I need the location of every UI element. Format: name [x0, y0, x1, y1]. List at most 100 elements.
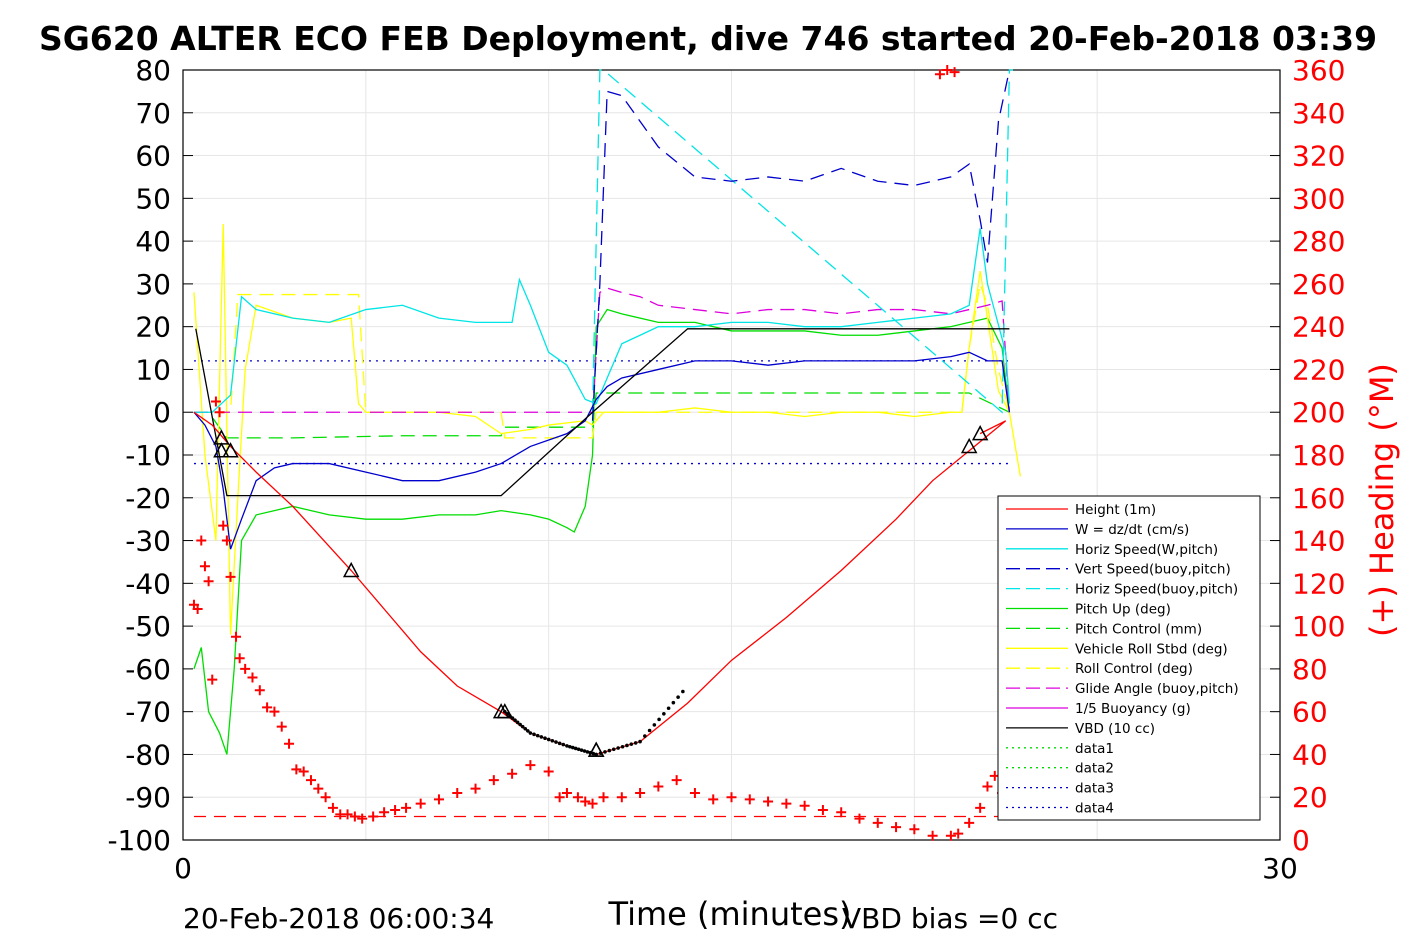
event-marker — [342, 561, 360, 578]
y2-tick-label: 40 — [1292, 738, 1328, 771]
right-axis-ticks: 3603403203002802602402202001801601401201… — [1270, 54, 1345, 857]
heading-marker — [953, 828, 964, 839]
y-tick-label: 40 — [135, 225, 171, 258]
legend-label: Vert Speed(buoy,pitch) — [1075, 562, 1231, 578]
heading-marker — [207, 674, 218, 685]
event-marker — [496, 703, 514, 719]
y2-tick-label: 180 — [1292, 439, 1345, 472]
y2-tick-label: 80 — [1292, 653, 1328, 686]
height-sample-dot — [565, 744, 569, 748]
x-tick-label: 0 — [174, 852, 192, 885]
heading-marker — [225, 571, 236, 582]
heading-marker — [909, 824, 920, 835]
height-sample-dot — [576, 747, 581, 752]
heading-marker — [726, 792, 737, 803]
heading-marker — [284, 738, 295, 749]
y-tick-label: -100 — [107, 824, 171, 857]
legend-label: Glide Angle (buoy,pitch) — [1075, 681, 1239, 697]
height-sample-dot — [591, 751, 596, 756]
height-sample-dot — [671, 700, 676, 705]
event-marker — [587, 741, 605, 757]
y-tick-label: 20 — [135, 311, 171, 344]
height-sample-dot — [616, 746, 620, 750]
legend-label: W = dz/dt (cm/s) — [1075, 522, 1189, 538]
heading-marker — [470, 783, 481, 794]
height-sample-dot — [539, 735, 544, 739]
y-tick-label: -90 — [125, 781, 171, 814]
heading-marker — [635, 787, 646, 798]
heading-marker — [269, 706, 280, 717]
heading-marker — [415, 798, 426, 809]
height-sample-dot — [579, 748, 584, 752]
y2-tick-label: 260 — [1292, 268, 1345, 301]
series-pitch-control — [193, 392, 1010, 439]
y2-tick-label: 100 — [1292, 610, 1345, 643]
y-tick-label: -20 — [125, 482, 171, 515]
heading-marker — [689, 787, 700, 798]
heading-marker — [379, 807, 390, 818]
event-marker — [960, 437, 978, 454]
height-sample-dot — [526, 729, 530, 733]
heading-marker — [763, 796, 774, 807]
height-sample-dot — [666, 706, 671, 711]
height-sample-dot — [620, 744, 625, 749]
legend-label: Pitch Up (deg) — [1075, 602, 1171, 618]
legend-label: Vehicle Roll Stbd (deg) — [1075, 641, 1228, 657]
heading-marker — [305, 775, 316, 786]
height-sample-dot — [681, 689, 685, 694]
heading-marker — [927, 830, 938, 841]
heading-marker — [616, 792, 627, 803]
y2-tick-label: 160 — [1292, 482, 1345, 515]
right-axis-label: (+) Heading (°M) — [1363, 363, 1401, 637]
height-sample-dot — [520, 724, 525, 729]
y-tick-label: -50 — [125, 610, 171, 643]
height-sample-dot — [643, 734, 647, 738]
legend-label: 1/5 Buoyancy (g) — [1075, 701, 1191, 717]
y2-tick-label: 320 — [1292, 140, 1345, 173]
heading-marker — [653, 781, 664, 792]
heading-marker — [817, 805, 828, 816]
legend-box — [997, 495, 1261, 821]
series-pitch-up — [193, 308, 1011, 755]
height-sample-dot — [518, 722, 522, 727]
heading-marker — [744, 794, 755, 805]
y2-tick-label: 280 — [1292, 225, 1345, 258]
heading-marker — [452, 787, 463, 798]
height-sample-dot — [557, 741, 562, 746]
y2-tick-label: 120 — [1292, 567, 1345, 600]
legend-label: VBD (10 cc) — [1075, 721, 1155, 737]
heading-marker — [671, 775, 682, 786]
height-sample-dot — [676, 695, 680, 699]
height-sample-dot — [554, 740, 558, 744]
x-axis-label: Time (minutes) — [608, 895, 852, 933]
heading-marker — [525, 760, 536, 771]
heading-marker — [349, 811, 360, 822]
series-vbd — [195, 328, 1010, 497]
height-sample-dot — [633, 741, 638, 745]
y-tick-label: -60 — [125, 653, 171, 686]
heading-marker — [964, 817, 975, 828]
legend-label: Horiz Speed(buoy,pitch) — [1075, 582, 1238, 598]
heading-marker — [488, 775, 499, 786]
heading-marker — [210, 396, 221, 407]
event-marker — [971, 425, 989, 441]
legend-label: data3 — [1075, 781, 1114, 797]
heading-marker — [221, 535, 232, 546]
height-sample-dot — [561, 742, 566, 747]
heading-marker — [234, 653, 245, 664]
heading-marker — [276, 721, 287, 732]
y-tick-label: -10 — [125, 439, 171, 472]
heading-marker — [982, 781, 993, 792]
y-tick-label: 0 — [153, 396, 171, 429]
y2-tick-label: 220 — [1292, 353, 1345, 386]
heading-marker — [192, 604, 203, 614]
heading-marker — [390, 805, 401, 816]
heading-marker — [854, 813, 865, 824]
legend-label: Height (1m) — [1075, 502, 1156, 518]
y2-tick-label: 60 — [1292, 696, 1328, 729]
heading-marker — [975, 802, 986, 813]
y2-tick-label: 140 — [1292, 525, 1345, 558]
y2-tick-label: 300 — [1292, 182, 1345, 215]
series-horiz-speed-w — [193, 228, 1011, 413]
